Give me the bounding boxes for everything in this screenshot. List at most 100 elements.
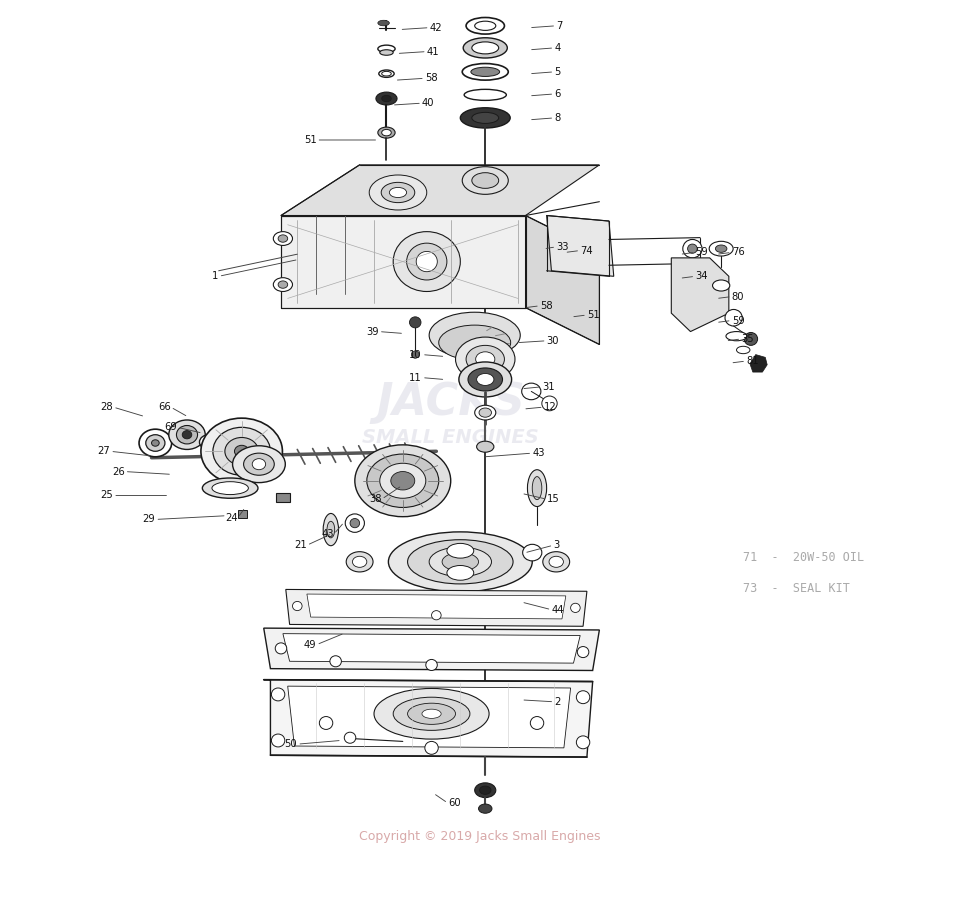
Ellipse shape [378, 20, 389, 26]
Ellipse shape [393, 231, 460, 291]
Text: 35: 35 [741, 334, 754, 344]
Polygon shape [264, 680, 593, 757]
Text: 31: 31 [542, 382, 554, 391]
Ellipse shape [169, 420, 205, 449]
Ellipse shape [212, 482, 248, 495]
Circle shape [688, 244, 697, 253]
Bar [238, 510, 247, 518]
Text: 50: 50 [285, 740, 297, 749]
Text: 76: 76 [732, 248, 744, 257]
Ellipse shape [472, 112, 499, 123]
Circle shape [271, 734, 285, 747]
Ellipse shape [327, 521, 335, 538]
Circle shape [744, 332, 758, 345]
Text: 42: 42 [430, 23, 442, 32]
Text: Copyright © 2019 Jacks Small Engines: Copyright © 2019 Jacks Small Engines [359, 830, 600, 843]
Ellipse shape [353, 556, 366, 567]
Ellipse shape [462, 64, 508, 80]
Circle shape [330, 656, 341, 667]
Text: 43: 43 [532, 449, 545, 458]
Circle shape [275, 643, 287, 654]
Ellipse shape [475, 21, 496, 30]
Circle shape [271, 688, 285, 701]
Ellipse shape [472, 42, 499, 54]
Polygon shape [526, 216, 599, 344]
Text: 66: 66 [158, 402, 171, 412]
Text: 74: 74 [580, 246, 593, 255]
Ellipse shape [522, 383, 541, 400]
Circle shape [530, 717, 544, 729]
Ellipse shape [202, 478, 258, 498]
Ellipse shape [477, 441, 494, 452]
Ellipse shape [378, 45, 395, 52]
Ellipse shape [460, 108, 510, 128]
Polygon shape [307, 594, 566, 619]
Polygon shape [264, 628, 599, 670]
Circle shape [542, 396, 557, 411]
Ellipse shape [475, 405, 496, 420]
Text: 5: 5 [554, 67, 561, 76]
Text: 12: 12 [544, 402, 556, 412]
Circle shape [350, 519, 360, 528]
Ellipse shape [527, 470, 547, 507]
Polygon shape [281, 216, 526, 308]
Ellipse shape [471, 67, 500, 76]
Ellipse shape [182, 430, 192, 439]
Ellipse shape [199, 435, 219, 449]
Ellipse shape [244, 453, 274, 475]
Ellipse shape [532, 477, 542, 499]
Circle shape [683, 239, 702, 258]
Ellipse shape [374, 689, 489, 739]
Text: 26: 26 [112, 467, 125, 476]
Polygon shape [283, 634, 580, 663]
Ellipse shape [430, 312, 520, 358]
Polygon shape [671, 258, 729, 332]
Text: 4: 4 [554, 43, 561, 52]
Ellipse shape [380, 463, 426, 498]
Circle shape [432, 611, 441, 620]
Ellipse shape [382, 96, 391, 101]
Text: 49: 49 [304, 640, 316, 649]
Ellipse shape [463, 38, 507, 58]
Text: 11: 11 [409, 373, 422, 382]
Circle shape [292, 601, 302, 611]
Ellipse shape [416, 251, 437, 272]
Ellipse shape [152, 440, 159, 447]
Ellipse shape [388, 532, 532, 592]
Ellipse shape [323, 514, 339, 545]
Ellipse shape [366, 454, 438, 507]
Text: 59: 59 [732, 316, 744, 325]
Polygon shape [288, 686, 571, 748]
Circle shape [345, 514, 364, 532]
Ellipse shape [139, 429, 172, 457]
Ellipse shape [715, 245, 727, 252]
Ellipse shape [543, 552, 570, 572]
Text: 58: 58 [540, 301, 552, 310]
Ellipse shape [376, 92, 397, 105]
Ellipse shape [466, 345, 504, 373]
Text: 40: 40 [422, 99, 434, 108]
Ellipse shape [389, 188, 407, 198]
Ellipse shape [447, 543, 474, 558]
Ellipse shape [408, 540, 513, 584]
Ellipse shape [442, 553, 479, 571]
Ellipse shape [273, 277, 292, 291]
Text: 10: 10 [409, 350, 422, 359]
Text: 58: 58 [425, 74, 437, 83]
Ellipse shape [456, 337, 515, 381]
Ellipse shape [381, 182, 414, 203]
Text: JACKS: JACKS [376, 381, 526, 424]
Text: SMALL ENGINES: SMALL ENGINES [363, 428, 539, 447]
Ellipse shape [393, 697, 470, 730]
Ellipse shape [480, 408, 492, 417]
Ellipse shape [726, 332, 747, 341]
Circle shape [344, 732, 356, 743]
Ellipse shape [382, 130, 391, 135]
Circle shape [426, 659, 437, 670]
Text: 8: 8 [554, 113, 561, 122]
Text: 59: 59 [695, 248, 708, 257]
Circle shape [725, 309, 742, 326]
Polygon shape [750, 355, 767, 372]
Circle shape [577, 647, 589, 658]
Ellipse shape [380, 50, 393, 55]
